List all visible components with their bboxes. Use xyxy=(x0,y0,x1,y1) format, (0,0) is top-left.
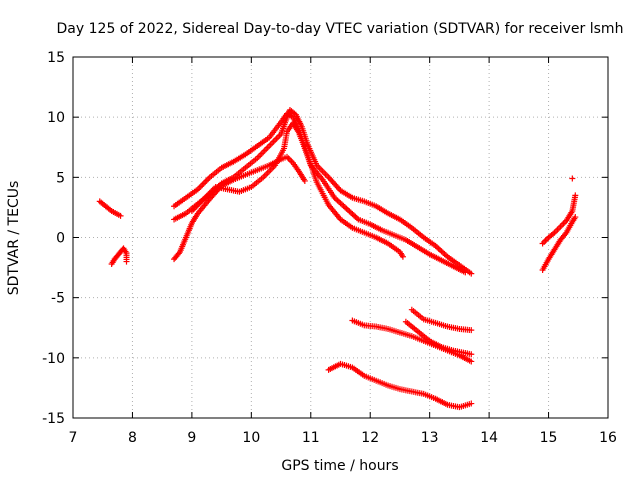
x-tick-label: 15 xyxy=(540,430,558,446)
data-marks xyxy=(96,106,579,411)
y-axis-label: SDTVAR / TECUs xyxy=(6,181,22,296)
data-point xyxy=(301,177,308,184)
series-arc-a xyxy=(96,198,124,219)
data-point xyxy=(334,197,341,204)
data-point xyxy=(437,246,444,253)
data-point xyxy=(337,200,344,207)
x-tick-label: 9 xyxy=(187,430,196,446)
data-point xyxy=(399,253,406,260)
x-tick-label: 11 xyxy=(302,430,320,446)
data-point xyxy=(462,269,469,276)
data-point xyxy=(349,211,356,218)
data-point xyxy=(336,198,343,205)
data-point xyxy=(343,205,350,212)
data-point xyxy=(468,351,475,358)
chart-title: Day 125 of 2022, Sidereal Day-to-day VTE… xyxy=(57,21,624,37)
data-point xyxy=(468,270,475,277)
y-tick-label: -15 xyxy=(42,411,65,427)
y-tick-label: -5 xyxy=(51,291,65,307)
data-point xyxy=(123,258,130,265)
series-arc-i xyxy=(402,318,475,358)
data-point xyxy=(346,208,353,215)
x-tick-label: 14 xyxy=(480,430,498,446)
data-point xyxy=(350,212,357,219)
series-arc-l xyxy=(539,192,579,247)
series-arc-g xyxy=(349,317,475,365)
data-point xyxy=(338,201,345,208)
series-arc-m xyxy=(569,175,576,182)
x-tick-label: 12 xyxy=(361,430,379,446)
x-tick-label: 13 xyxy=(421,430,439,446)
series-arc-f xyxy=(188,120,406,260)
x-axis-label: GPS time / hours xyxy=(281,458,398,474)
data-point xyxy=(440,249,447,256)
y-tick-label: 10 xyxy=(47,110,65,126)
series-arc-k xyxy=(539,214,579,273)
y-tick-label: 15 xyxy=(47,50,65,66)
y-tick-label: 5 xyxy=(56,170,65,186)
plot-frame xyxy=(72,56,609,419)
series-arc-b xyxy=(108,245,130,267)
data-point xyxy=(441,251,448,258)
data-point xyxy=(435,245,442,252)
series-arc-h xyxy=(408,306,475,334)
y-tick-label: -10 xyxy=(42,351,65,367)
x-tick-label: 7 xyxy=(69,430,78,446)
data-point xyxy=(117,212,124,219)
axis-ticks: 7 8 9 10 11 12 13 14 15 16 -15 -10 -5 0 5 10 15 xyxy=(42,50,617,446)
data-point xyxy=(341,204,348,211)
data-point xyxy=(468,327,475,334)
x-tick-label: 16 xyxy=(599,430,617,446)
data-point xyxy=(468,400,475,407)
data-point xyxy=(468,358,475,365)
data-point xyxy=(344,206,351,213)
data-point xyxy=(572,214,579,221)
data-point xyxy=(438,248,445,255)
x-tick-label: 10 xyxy=(242,430,260,446)
data-point xyxy=(347,209,354,216)
data-point xyxy=(352,213,359,220)
data-point xyxy=(340,202,347,209)
data-point xyxy=(569,175,576,182)
data-point xyxy=(572,192,579,199)
x-tick-label: 8 xyxy=(128,430,137,446)
series-arc-j xyxy=(325,360,475,411)
y-tick-label: 0 xyxy=(56,231,65,247)
